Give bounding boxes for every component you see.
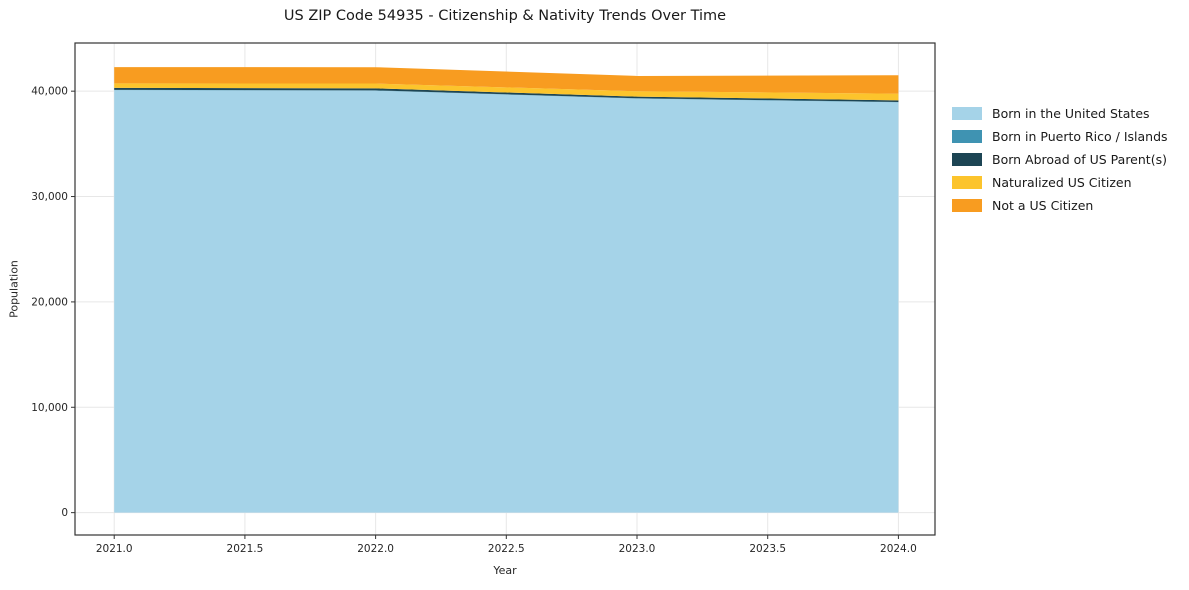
area-series-1 — [114, 89, 899, 103]
area-series-2 — [114, 87, 899, 102]
y-tick-label: 0 — [61, 507, 68, 519]
legend-label: Born Abroad of US Parent(s) — [992, 152, 1167, 167]
legend-item: Born in Puerto Rico / Islands — [952, 129, 1168, 144]
x-tick-label: 2022.5 — [488, 543, 525, 555]
legend-label: Born in Puerto Rico / Islands — [992, 129, 1168, 144]
x-tick-label: 2021.5 — [227, 543, 264, 555]
legend-swatch-not-citizen — [952, 199, 982, 212]
legend-swatch-born-abroad — [952, 153, 982, 166]
x-axis-label: Year — [493, 564, 517, 577]
y-tick-label: 10,000 — [31, 402, 68, 414]
x-tick-label: 2023.5 — [749, 543, 786, 555]
legend-swatch-naturalized — [952, 176, 982, 189]
y-tick-label: 20,000 — [31, 296, 68, 308]
x-tick-label: 2023.0 — [619, 543, 656, 555]
x-tick-label: 2022.0 — [357, 543, 394, 555]
area-series-0 — [114, 90, 899, 513]
legend-swatch-born-us — [952, 107, 982, 120]
legend-label: Born in the United States — [992, 106, 1150, 121]
legend-item: Born in the United States — [952, 106, 1168, 121]
legend: Born in the United States Born in Puerto… — [952, 106, 1168, 213]
legend-item: Born Abroad of US Parent(s) — [952, 152, 1168, 167]
y-tick-label: 40,000 — [31, 86, 68, 98]
legend-label: Naturalized US Citizen — [992, 175, 1132, 190]
legend-item: Naturalized US Citizen — [952, 175, 1168, 190]
y-tick-label: 30,000 — [31, 191, 68, 203]
area-series-3 — [114, 83, 899, 101]
chart-title: US ZIP Code 54935 - Citizenship & Nativi… — [283, 8, 727, 24]
area-series-4 — [114, 67, 899, 94]
legend-label: Not a US Citizen — [992, 198, 1094, 213]
legend-swatch-born-pr — [952, 130, 982, 143]
legend-item: Not a US Citizen — [952, 198, 1168, 213]
x-tick-label: 2021.0 — [96, 543, 133, 555]
plot-border — [74, 42, 936, 536]
x-tick-label: 2024.0 — [880, 543, 917, 555]
y-axis-label: Population — [7, 260, 21, 318]
